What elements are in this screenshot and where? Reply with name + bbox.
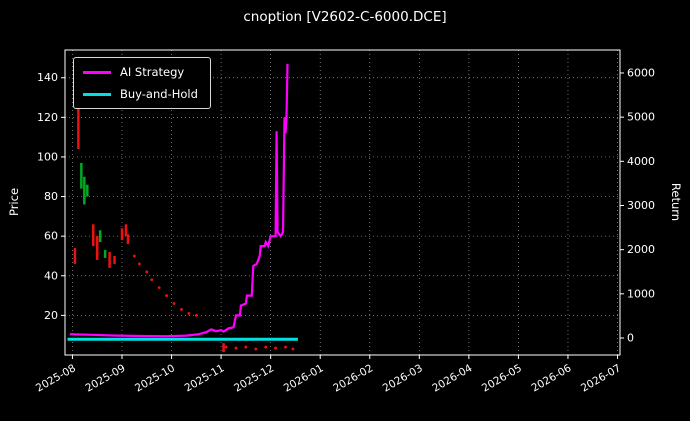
chart-title: cnoption [V2602-C-6000.DCE] — [243, 9, 447, 25]
svg-text:5000: 5000 — [627, 111, 655, 124]
svg-text:6000: 6000 — [627, 66, 655, 79]
svg-text:2026-06: 2026-06 — [529, 362, 573, 394]
svg-text:100: 100 — [37, 150, 58, 163]
svg-text:2026-03: 2026-03 — [381, 362, 425, 394]
svg-text:2026-07: 2026-07 — [579, 362, 623, 394]
legend-item-buy-and-hold: Buy-and-Hold — [83, 87, 198, 101]
svg-text:2025-08: 2025-08 — [34, 362, 78, 394]
legend: AI Strategy Buy-and-Hold — [73, 57, 211, 109]
svg-text:2026-04: 2026-04 — [430, 362, 474, 394]
svg-text:4000: 4000 — [627, 155, 655, 168]
svg-text:120: 120 — [37, 111, 58, 124]
svg-text:1000: 1000 — [627, 287, 655, 300]
svg-text:2026-02: 2026-02 — [331, 362, 375, 394]
ai-strategy-line-icon — [83, 70, 111, 74]
svg-text:0: 0 — [627, 331, 634, 344]
svg-text:2025-09: 2025-09 — [83, 362, 127, 394]
svg-text:2025-12: 2025-12 — [232, 362, 276, 394]
svg-text:2026-05: 2026-05 — [480, 362, 524, 394]
legend-label-buy-and-hold: Buy-and-Hold — [120, 87, 198, 101]
svg-text:2025-11: 2025-11 — [183, 362, 227, 394]
svg-text:2026-01: 2026-01 — [282, 362, 326, 394]
svg-text:2025-10: 2025-10 — [133, 362, 177, 394]
buy-and-hold-line-icon — [83, 92, 111, 96]
svg-text:20: 20 — [44, 309, 58, 322]
svg-text:140: 140 — [37, 71, 58, 84]
svg-text:2000: 2000 — [627, 243, 655, 256]
legend-label-ai-strategy: AI Strategy — [120, 65, 185, 79]
legend-item-ai-strategy: AI Strategy — [83, 65, 198, 79]
svg-text:80: 80 — [44, 190, 58, 203]
svg-text:40: 40 — [44, 269, 58, 282]
svg-text:3000: 3000 — [627, 199, 655, 212]
svg-text:60: 60 — [44, 230, 58, 243]
